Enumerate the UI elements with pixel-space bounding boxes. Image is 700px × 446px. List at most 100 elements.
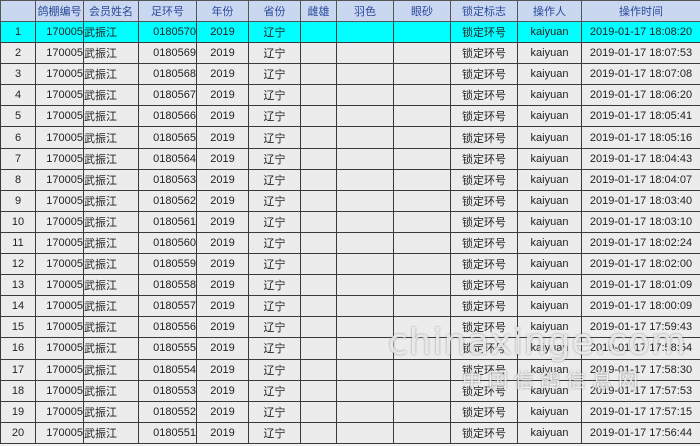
cell-ring-number[interactable]: 0180570 xyxy=(138,20,197,44)
cell-province[interactable]: 辽宁 xyxy=(248,63,301,86)
cell-lock-flag[interactable]: 锁定环号 xyxy=(450,147,518,170)
cell-sex[interactable] xyxy=(300,147,337,170)
cell-operator[interactable]: kaiyuan xyxy=(517,126,582,149)
cell-province[interactable]: 辽宁 xyxy=(248,253,301,276)
column-header-member-name[interactable]: 会员姓名 xyxy=(83,0,139,22)
cell-sex[interactable] xyxy=(300,400,337,423)
cell-operator[interactable]: kaiyuan xyxy=(517,316,582,339)
cell-feather-color[interactable] xyxy=(336,105,394,128)
cell-feather-color[interactable] xyxy=(336,231,394,255)
cell-operation-time[interactable]: 2019-01-17 18:06:20 xyxy=(581,84,700,107)
cell-eye-sand[interactable] xyxy=(393,105,451,128)
cell-lock-flag[interactable]: 锁定环号 xyxy=(450,168,518,191)
table-row[interactable]: 14 170005 武振江 0180557 2019 辽宁 锁定环号 kaiyuan 2019-… xyxy=(0,295,700,318)
table-row[interactable]: 1 170005 武振江 0180570 2019 辽宁 锁定环号 kaiyuan 2019-0… xyxy=(0,20,700,44)
cell-province[interactable]: 辽宁 xyxy=(248,421,301,444)
cell-loft-id[interactable]: 170005 xyxy=(35,84,84,107)
cell-operator[interactable]: kaiyuan xyxy=(517,231,582,255)
column-header-sex[interactable]: 雌雄 xyxy=(300,0,337,22)
cell-feather-color[interactable] xyxy=(336,421,394,444)
cell-row-number[interactable]: 13 xyxy=(0,274,36,297)
cell-operation-time[interactable]: 2019-01-17 17:59:43 xyxy=(581,316,700,339)
cell-loft-id[interactable]: 170005 xyxy=(35,168,84,191)
cell-ring-number[interactable]: 0180568 xyxy=(138,63,197,86)
cell-eye-sand[interactable] xyxy=(393,168,451,191)
cell-operation-time[interactable]: 2019-01-17 17:58:30 xyxy=(581,358,700,381)
cell-operation-time[interactable]: 2019-01-17 17:56:44 xyxy=(581,421,700,444)
cell-row-number[interactable]: 2 xyxy=(0,42,36,65)
column-header-operation-time[interactable]: 操作时间 xyxy=(581,0,700,22)
cell-operation-time[interactable]: 2019-01-17 18:05:41 xyxy=(581,105,700,128)
cell-year[interactable]: 2019 xyxy=(196,421,249,444)
cell-year[interactable]: 2019 xyxy=(196,358,249,381)
cell-operator[interactable]: kaiyuan xyxy=(517,84,582,107)
cell-sex[interactable] xyxy=(300,379,337,402)
cell-member-name[interactable]: 武振江 xyxy=(83,63,139,86)
cell-operator[interactable]: kaiyuan xyxy=(517,400,582,423)
cell-operator[interactable]: kaiyuan xyxy=(517,105,582,128)
cell-operator[interactable]: kaiyuan xyxy=(517,168,582,191)
cell-lock-flag[interactable]: 锁定环号 xyxy=(450,421,518,444)
cell-ring-number[interactable]: 0180567 xyxy=(138,84,197,107)
cell-member-name[interactable]: 武振江 xyxy=(83,147,139,170)
cell-eye-sand[interactable] xyxy=(393,400,451,423)
cell-operation-time[interactable]: 2019-01-17 17:57:15 xyxy=(581,400,700,423)
cell-province[interactable]: 辽宁 xyxy=(248,358,301,381)
cell-province[interactable]: 辽宁 xyxy=(248,316,301,339)
cell-row-number[interactable]: 7 xyxy=(0,147,36,170)
cell-sex[interactable] xyxy=(300,421,337,444)
cell-eye-sand[interactable] xyxy=(393,126,451,149)
cell-member-name[interactable]: 武振江 xyxy=(83,316,139,339)
cell-member-name[interactable]: 武振江 xyxy=(83,295,139,318)
cell-province[interactable]: 辽宁 xyxy=(248,231,301,255)
cell-lock-flag[interactable]: 锁定环号 xyxy=(450,400,518,423)
cell-province[interactable]: 辽宁 xyxy=(248,337,301,360)
cell-row-number[interactable]: 15 xyxy=(0,316,36,339)
cell-member-name[interactable]: 武振江 xyxy=(83,337,139,360)
cell-feather-color[interactable] xyxy=(336,189,394,212)
cell-loft-id[interactable]: 170005 xyxy=(35,20,84,44)
cell-province[interactable]: 辽宁 xyxy=(248,84,301,107)
cell-operator[interactable]: kaiyuan xyxy=(517,421,582,444)
cell-row-number[interactable]: 18 xyxy=(0,379,36,402)
cell-year[interactable]: 2019 xyxy=(196,210,249,233)
cell-lock-flag[interactable]: 锁定环号 xyxy=(450,42,518,65)
cell-province[interactable]: 辽宁 xyxy=(248,379,301,402)
cell-feather-color[interactable] xyxy=(336,316,394,339)
cell-operator[interactable]: kaiyuan xyxy=(517,274,582,297)
cell-year[interactable]: 2019 xyxy=(196,274,249,297)
cell-eye-sand[interactable] xyxy=(393,210,451,233)
cell-member-name[interactable]: 武振江 xyxy=(83,105,139,128)
cell-member-name[interactable]: 武振江 xyxy=(83,126,139,149)
table-row[interactable]: 18 170005 武振江 0180553 2019 辽宁 锁定环号 kaiyuan 2019-… xyxy=(0,379,700,402)
cell-row-number[interactable]: 11 xyxy=(0,231,36,255)
cell-operator[interactable]: kaiyuan xyxy=(517,42,582,65)
cell-eye-sand[interactable] xyxy=(393,337,451,360)
cell-feather-color[interactable] xyxy=(336,337,394,360)
cell-loft-id[interactable]: 170005 xyxy=(35,231,84,255)
cell-province[interactable]: 辽宁 xyxy=(248,20,301,44)
column-header-year[interactable]: 年份 xyxy=(196,0,249,22)
cell-eye-sand[interactable] xyxy=(393,42,451,65)
cell-ring-number[interactable]: 0180556 xyxy=(138,316,197,339)
cell-loft-id[interactable]: 170005 xyxy=(35,358,84,381)
cell-loft-id[interactable]: 170005 xyxy=(35,337,84,360)
cell-operator[interactable]: kaiyuan xyxy=(517,210,582,233)
cell-operation-time[interactable]: 2019-01-17 18:03:40 xyxy=(581,189,700,212)
cell-row-number[interactable]: 3 xyxy=(0,63,36,86)
cell-province[interactable]: 辽宁 xyxy=(248,42,301,65)
cell-lock-flag[interactable]: 锁定环号 xyxy=(450,189,518,212)
cell-operation-time[interactable]: 2019-01-17 18:02:24 xyxy=(581,231,700,255)
cell-feather-color[interactable] xyxy=(336,295,394,318)
cell-province[interactable]: 辽宁 xyxy=(248,126,301,149)
cell-operator[interactable]: kaiyuan xyxy=(517,253,582,276)
cell-row-number[interactable]: 8 xyxy=(0,168,36,191)
cell-member-name[interactable]: 武振江 xyxy=(83,20,139,44)
cell-eye-sand[interactable] xyxy=(393,231,451,255)
cell-sex[interactable] xyxy=(300,20,337,44)
cell-lock-flag[interactable]: 锁定环号 xyxy=(450,231,518,255)
cell-operator[interactable]: kaiyuan xyxy=(517,189,582,212)
cell-operation-time[interactable]: 2019-01-17 18:02:00 xyxy=(581,253,700,276)
cell-row-number[interactable]: 6 xyxy=(0,126,36,149)
cell-year[interactable]: 2019 xyxy=(196,379,249,402)
